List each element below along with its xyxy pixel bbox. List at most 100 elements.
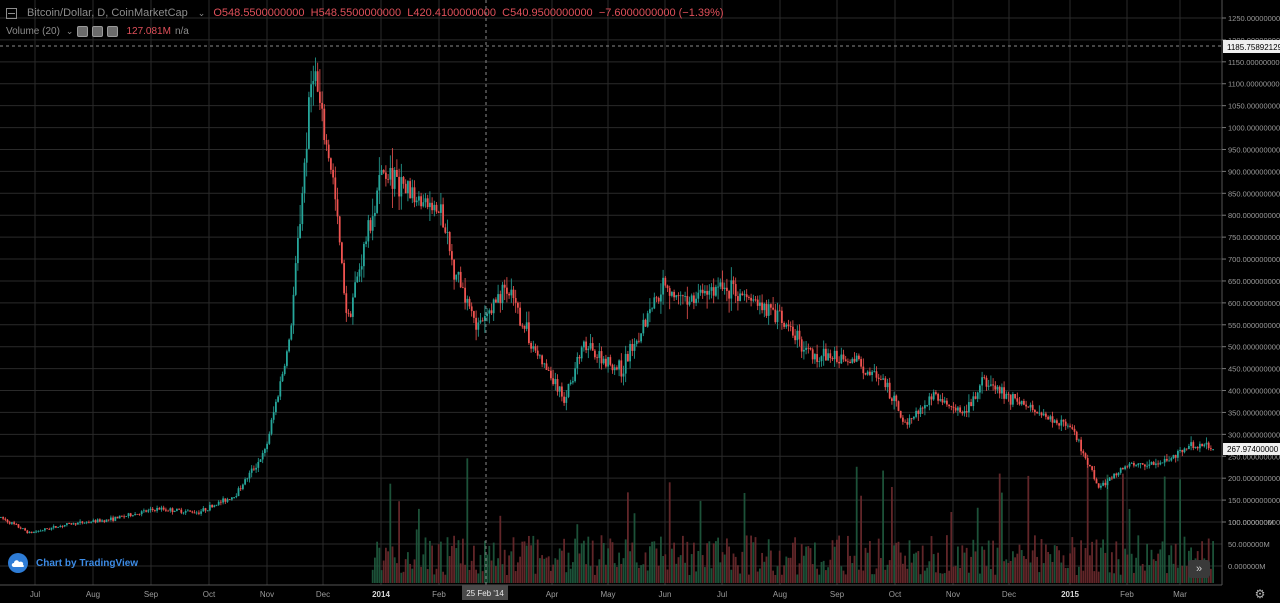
candle-body <box>149 508 152 511</box>
price-tick-label: 950.0000000000 <box>1228 145 1280 154</box>
candle-body <box>719 282 722 287</box>
high-key: H <box>310 7 319 19</box>
time-tick-label: Aug <box>773 590 787 599</box>
volume-bar <box>794 537 796 583</box>
volume-bar <box>389 483 392 583</box>
candle-body <box>231 497 233 500</box>
candle-body <box>1207 442 1210 449</box>
candle-body <box>521 325 524 327</box>
candle-body <box>1168 460 1170 462</box>
volume-bar <box>690 554 693 583</box>
volume-bar <box>836 539 838 583</box>
candle-body <box>1146 465 1148 467</box>
volume-bar <box>785 556 788 583</box>
candle-body <box>616 367 618 370</box>
volume-bar <box>1122 473 1124 583</box>
volume-bar <box>946 535 948 583</box>
time-tick-label: Sep <box>144 590 159 599</box>
candle-body <box>1025 404 1027 407</box>
double-chevron-right-icon[interactable]: » <box>1188 560 1210 578</box>
candle-body <box>541 355 543 365</box>
candle-body <box>763 303 766 311</box>
volume-bar <box>517 562 519 583</box>
volume-bar <box>657 565 660 583</box>
collapse-square-icon[interactable] <box>6 7 17 19</box>
volume-bar <box>717 537 719 583</box>
volume-bar <box>371 569 374 583</box>
candle-body <box>310 84 312 98</box>
tradingview-brand[interactable]: Chart by TradingView <box>8 553 138 573</box>
volume-bar <box>1172 563 1175 583</box>
gear-icon[interactable]: ⚙ <box>1254 587 1266 601</box>
candle-body <box>921 407 924 409</box>
volume-bar <box>787 557 790 583</box>
candle-body <box>259 459 262 462</box>
chevron-down-icon[interactable]: ⌄ <box>65 26 74 36</box>
volume-bar <box>459 563 462 583</box>
candle-body <box>182 512 185 514</box>
candle-body <box>1137 463 1140 466</box>
candle-body <box>1166 458 1168 461</box>
volume-bar <box>781 574 783 583</box>
volume-bar <box>1051 561 1054 583</box>
candle-body <box>389 167 392 180</box>
candle-body <box>1113 473 1115 479</box>
candle-body <box>937 393 939 401</box>
candle-body <box>1084 453 1087 459</box>
candle-body <box>239 488 242 490</box>
candle-body <box>756 299 759 306</box>
candle-body <box>803 349 805 352</box>
volume-bar <box>963 552 966 583</box>
time-axis[interactable]: Jul Aug Sep Oct Nov Dec 2014 Feb Apr May Jun Jul Aug… <box>0 584 1222 599</box>
volume-bar <box>862 570 865 583</box>
candle-body <box>983 377 986 379</box>
candle-body <box>224 498 227 502</box>
candle-body <box>101 520 103 522</box>
volume-bar <box>413 559 416 583</box>
candle-body <box>873 371 876 373</box>
close-icon[interactable] <box>107 26 119 37</box>
volume-bar <box>712 543 715 583</box>
volume-bar <box>1073 547 1076 583</box>
volume-bar <box>928 561 931 583</box>
candle-body <box>563 396 565 403</box>
candle-body <box>404 183 407 194</box>
candle-body <box>156 507 158 511</box>
candle-body <box>1108 477 1111 481</box>
price-axis[interactable]: 1250.00000000001200.00000000001150.00000… <box>1221 0 1280 585</box>
candle-body <box>675 295 678 298</box>
chevron-down-icon[interactable]: ⌄ <box>197 7 206 18</box>
volume-bar <box>424 537 427 583</box>
low-value: 420.4100000000 <box>413 7 497 19</box>
volume-bar <box>415 529 418 583</box>
volume-bar <box>992 540 994 583</box>
time-tick-label: 2015 <box>1061 590 1079 599</box>
volume-bar <box>631 542 634 583</box>
price-tick-label: 400.0000000000 <box>1228 387 1280 396</box>
volume-bar <box>961 545 964 583</box>
candle-body <box>1172 455 1175 459</box>
eye-icon[interactable] <box>77 26 89 37</box>
candle-body <box>748 297 750 298</box>
symbol-label[interactable]: Bitcoin/Dollar, D, CoinMarketCap <box>27 7 188 19</box>
candle-body <box>28 531 31 534</box>
candle-body <box>787 324 790 327</box>
candle-body <box>391 167 394 189</box>
volume-label[interactable]: Volume (20) <box>6 26 60 37</box>
volume-bar <box>935 572 937 583</box>
volume-bar <box>873 574 876 583</box>
candle-body <box>1115 473 1118 476</box>
candle-body <box>118 515 121 519</box>
volume-bar <box>983 549 986 583</box>
volume-bar <box>437 544 440 583</box>
volume-bar <box>930 536 933 583</box>
candle-body <box>457 271 460 275</box>
candle-body <box>420 196 422 207</box>
candle-body <box>1117 472 1120 476</box>
volume-bar <box>605 564 607 583</box>
candle-body <box>998 386 1001 394</box>
settings-small-icon[interactable] <box>92 26 104 37</box>
candle-body <box>908 418 911 425</box>
time-tick-label: Jun <box>659 590 672 599</box>
